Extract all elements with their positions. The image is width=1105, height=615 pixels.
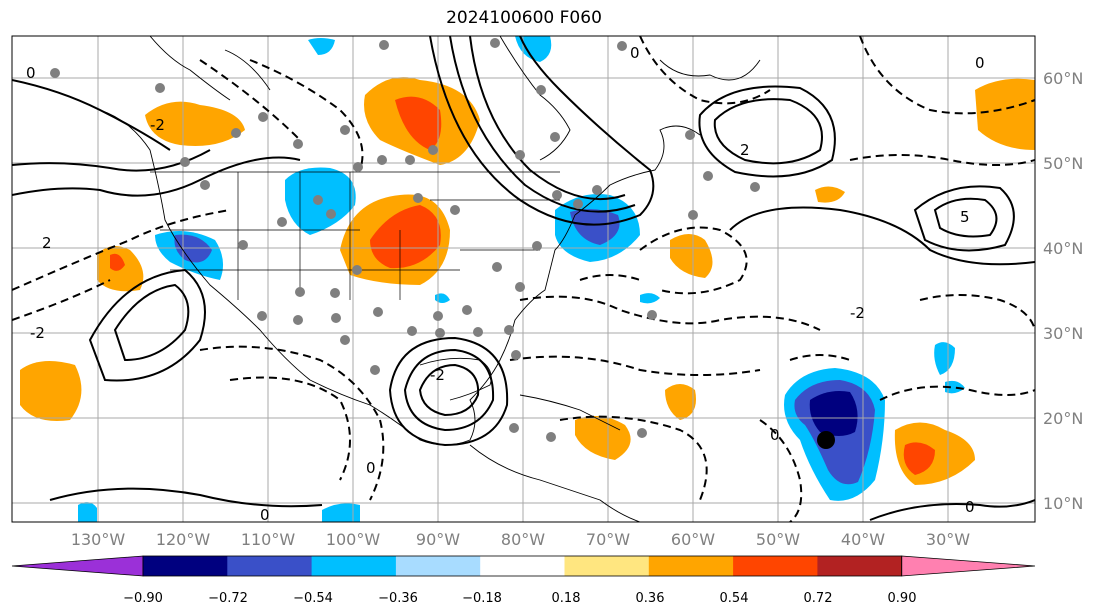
map-frame bbox=[11, 35, 1036, 523]
contour-label: 2 bbox=[740, 141, 750, 159]
contour-label: 0 bbox=[965, 498, 975, 516]
lon-label: 50°W bbox=[756, 530, 800, 549]
lon-label: 130°W bbox=[71, 530, 126, 549]
contour-value-labels: 0 2 -2 0 0 0 0 2 5 0 0 -2 -2 -2 bbox=[26, 44, 985, 524]
lat-label: 10°N bbox=[1043, 494, 1083, 513]
coastlines bbox=[99, 36, 761, 522]
colorbar-extension-low bbox=[11, 555, 144, 577]
map-panel: 0 2 -2 0 0 0 0 2 5 0 0 -2 -2 -2 bbox=[12, 36, 1035, 524]
lat-label: 30°N bbox=[1043, 324, 1083, 343]
lat-label: 50°N bbox=[1043, 154, 1083, 173]
colorbar-tick: −0.18 bbox=[462, 591, 502, 606]
political-borders bbox=[150, 171, 560, 300]
lon-label: 80°W bbox=[501, 530, 545, 549]
contour-label: -2 bbox=[430, 366, 445, 384]
storm-center-marker bbox=[817, 431, 835, 449]
colorbar-tick: 0.72 bbox=[804, 591, 833, 606]
colorbar-tick-labels: −0.90 −0.72 −0.54 −0.36 −0.18 0.18 0.36 … bbox=[123, 591, 916, 606]
colorbar-segment bbox=[817, 556, 903, 576]
lon-label: 120°W bbox=[156, 530, 211, 549]
colorbar-tick: −0.90 bbox=[123, 591, 163, 606]
contour-label: -2 bbox=[850, 304, 865, 322]
colorbar bbox=[11, 555, 1036, 577]
lon-label: 100°W bbox=[326, 530, 381, 549]
contour-label: 2 bbox=[42, 234, 52, 252]
contour-label: 0 bbox=[26, 64, 36, 82]
contour-label: 0 bbox=[770, 426, 780, 444]
contour-label: -2 bbox=[30, 324, 45, 342]
colorbar-tick: −0.72 bbox=[208, 591, 248, 606]
colorbar-tick: 0.54 bbox=[720, 591, 749, 606]
colorbar-tick: 0.90 bbox=[888, 591, 917, 606]
lat-label: 60°N bbox=[1043, 69, 1083, 88]
latitude-labels: 60°N 50°N 40°N 30°N 20°N 10°N bbox=[1043, 69, 1083, 513]
contour-label: 0 bbox=[975, 54, 985, 72]
contour-lines-dashed bbox=[12, 36, 1035, 522]
colorbar-tick: −0.36 bbox=[378, 591, 418, 606]
colorbar-segment bbox=[311, 556, 397, 576]
station-markers bbox=[50, 38, 760, 442]
colorbar-segment bbox=[227, 556, 313, 576]
colorbar-segment bbox=[143, 556, 228, 576]
contour-label: 0 bbox=[630, 44, 640, 62]
colorbar-segment bbox=[648, 556, 734, 576]
colorbar-extension-high bbox=[901, 555, 1036, 577]
lon-label: 110°W bbox=[241, 530, 296, 549]
colorbar-segment bbox=[564, 556, 650, 576]
colorbar-tick: 0.36 bbox=[636, 591, 665, 606]
colorbar-segment bbox=[733, 556, 818, 576]
lon-label: 40°W bbox=[841, 530, 885, 549]
lat-label: 20°N bbox=[1043, 409, 1083, 428]
colorbar-segment bbox=[480, 556, 565, 576]
colorbar-tick: −0.54 bbox=[293, 591, 333, 606]
lat-label: 40°N bbox=[1043, 239, 1083, 258]
figure-title: 2024100600 F060 bbox=[446, 8, 602, 28]
contour-label: -2 bbox=[150, 116, 165, 134]
colorbar-frame bbox=[142, 555, 903, 577]
lon-label: 60°W bbox=[671, 530, 715, 549]
contour-label: 0 bbox=[260, 506, 270, 524]
shaded-anomalies bbox=[20, 36, 1035, 522]
contour-label: 0 bbox=[366, 459, 376, 477]
lon-label: 30°W bbox=[926, 530, 970, 549]
colorbar-tick: 0.18 bbox=[552, 591, 581, 606]
contour-lines bbox=[12, 36, 1035, 521]
lon-label: 90°W bbox=[416, 530, 460, 549]
contour-label: 5 bbox=[960, 208, 970, 226]
colorbar-segment bbox=[395, 556, 481, 576]
lon-label: 70°W bbox=[586, 530, 630, 549]
longitude-labels: 130°W 120°W 110°W 100°W 90°W 80°W 70°W 6… bbox=[71, 530, 970, 549]
